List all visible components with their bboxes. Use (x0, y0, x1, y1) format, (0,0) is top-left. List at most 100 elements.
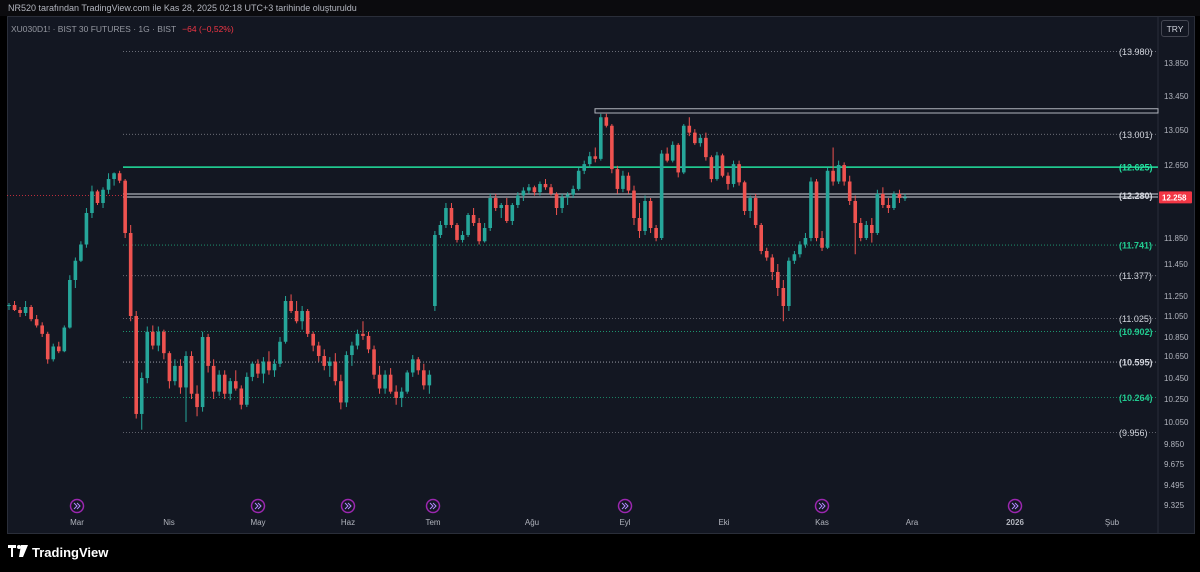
candle-body (90, 191, 94, 213)
candle-body (233, 381, 238, 389)
y-tick-label: 10.450 (1164, 374, 1189, 383)
candle-body (178, 365, 183, 388)
y-tick-label: 11.450 (1164, 260, 1188, 269)
candle-body (510, 205, 515, 221)
candle-body (311, 333, 315, 346)
candle-body (84, 213, 89, 245)
candle-body (410, 359, 415, 373)
candle-body (742, 182, 747, 211)
candle-body (693, 132, 697, 144)
candle-body (51, 346, 56, 360)
candle-body (759, 225, 763, 251)
candle-body (23, 307, 28, 313)
candle-body (886, 205, 891, 208)
candle-body (449, 208, 454, 225)
candle-body (864, 225, 869, 238)
y-tick-label: 10.250 (1164, 395, 1189, 404)
candle-body (532, 187, 537, 193)
candle-body (897, 193, 902, 198)
y-tick-label: 10.850 (1164, 333, 1189, 342)
y-tick-label: 11.850 (1164, 234, 1188, 243)
currency-button[interactable]: TRY (1161, 20, 1189, 37)
candle-body (482, 228, 487, 242)
price-change: −64 (−0,52%) (182, 24, 234, 34)
candle-body (792, 254, 797, 261)
level-label: (12.625) (1119, 163, 1153, 173)
symbol-legend: XU030D1! · BIST 30 FUTURES · 1G · BIST −6… (11, 24, 234, 34)
x-tick-label: Şub (1105, 518, 1120, 527)
candle-body (151, 331, 155, 346)
candlestick-chart[interactable]: (13.980) (13.001) (12.625) (12.280) (11.741)… (0, 0, 1200, 534)
candle-body (217, 374, 221, 392)
candle-body (294, 311, 299, 322)
candle-body (156, 331, 161, 346)
candle-body (327, 361, 332, 366)
candle-body (68, 280, 72, 328)
candle-body (770, 257, 775, 272)
brand-name: TradingView (32, 545, 109, 560)
candle-body (405, 372, 410, 392)
candle-body (604, 117, 609, 126)
candle-body (455, 225, 459, 240)
candle-body (637, 218, 642, 231)
candle-body (488, 198, 492, 228)
candle-body (493, 198, 498, 208)
candle-body (167, 353, 172, 382)
candle-body (610, 125, 614, 170)
candle-body (355, 333, 360, 346)
candle-body (73, 260, 78, 280)
event-marker-arrow (429, 502, 437, 510)
candle-body (173, 365, 177, 382)
candle-body (787, 260, 791, 306)
candle-body (12, 305, 17, 310)
candle-body (322, 356, 327, 366)
level-label: (12.280) (1119, 191, 1153, 201)
tradingview-logo[interactable]: TradingView (8, 543, 128, 563)
chart-pane[interactable] (7, 16, 1195, 534)
candle-body (576, 170, 581, 189)
candle-body (549, 187, 553, 194)
symbol-info: XU030D1! · BIST 30 FUTURES · 1G · BIST (11, 24, 177, 34)
candle-body (875, 193, 880, 233)
tradingview-logo-icon (8, 545, 28, 557)
candle-body (648, 201, 653, 228)
event-marker-arrow (621, 502, 629, 510)
x-tick-label: Kas (815, 518, 829, 527)
candle-body (809, 181, 813, 238)
candle-body (45, 333, 50, 360)
x-tick-label: Nis (163, 518, 175, 527)
candle-body (399, 391, 404, 398)
candle-body (715, 155, 719, 180)
candle-body (211, 365, 216, 392)
x-tick-label: 2026 (1006, 518, 1024, 527)
candle-body (40, 325, 44, 334)
level-label: (9.956) (1119, 428, 1148, 438)
x-tick-label: Tem (425, 518, 440, 527)
x-tick-label: Eki (718, 518, 729, 527)
attribution-text: NR520 tarafından TradingView.com ile Kas… (8, 3, 357, 13)
candle-body (383, 374, 387, 389)
candle-body (814, 181, 819, 238)
candle-body (621, 175, 625, 189)
y-tick-label: 12.650 (1164, 161, 1189, 170)
y-tick-label: 9.495 (1164, 481, 1185, 490)
candle-body (245, 376, 249, 405)
footer (0, 534, 1200, 572)
x-tick-label: Ara (906, 518, 919, 527)
candle-body (56, 346, 61, 352)
candle-body (659, 153, 664, 238)
candle-body (676, 144, 681, 173)
candle-body (316, 345, 321, 356)
candle-body (466, 215, 470, 235)
candle-body (687, 125, 692, 133)
candle-body (847, 181, 852, 201)
candle-body (261, 361, 266, 374)
y-tick-label: 10.650 (1164, 352, 1189, 361)
candle-body (632, 190, 636, 218)
y-tick-label: 13.850 (1164, 59, 1189, 68)
candle-body (444, 208, 448, 225)
candle-body (145, 331, 150, 378)
level-label: (11.025) (1119, 314, 1152, 324)
candle-body (162, 331, 166, 354)
candle-body (62, 327, 67, 352)
